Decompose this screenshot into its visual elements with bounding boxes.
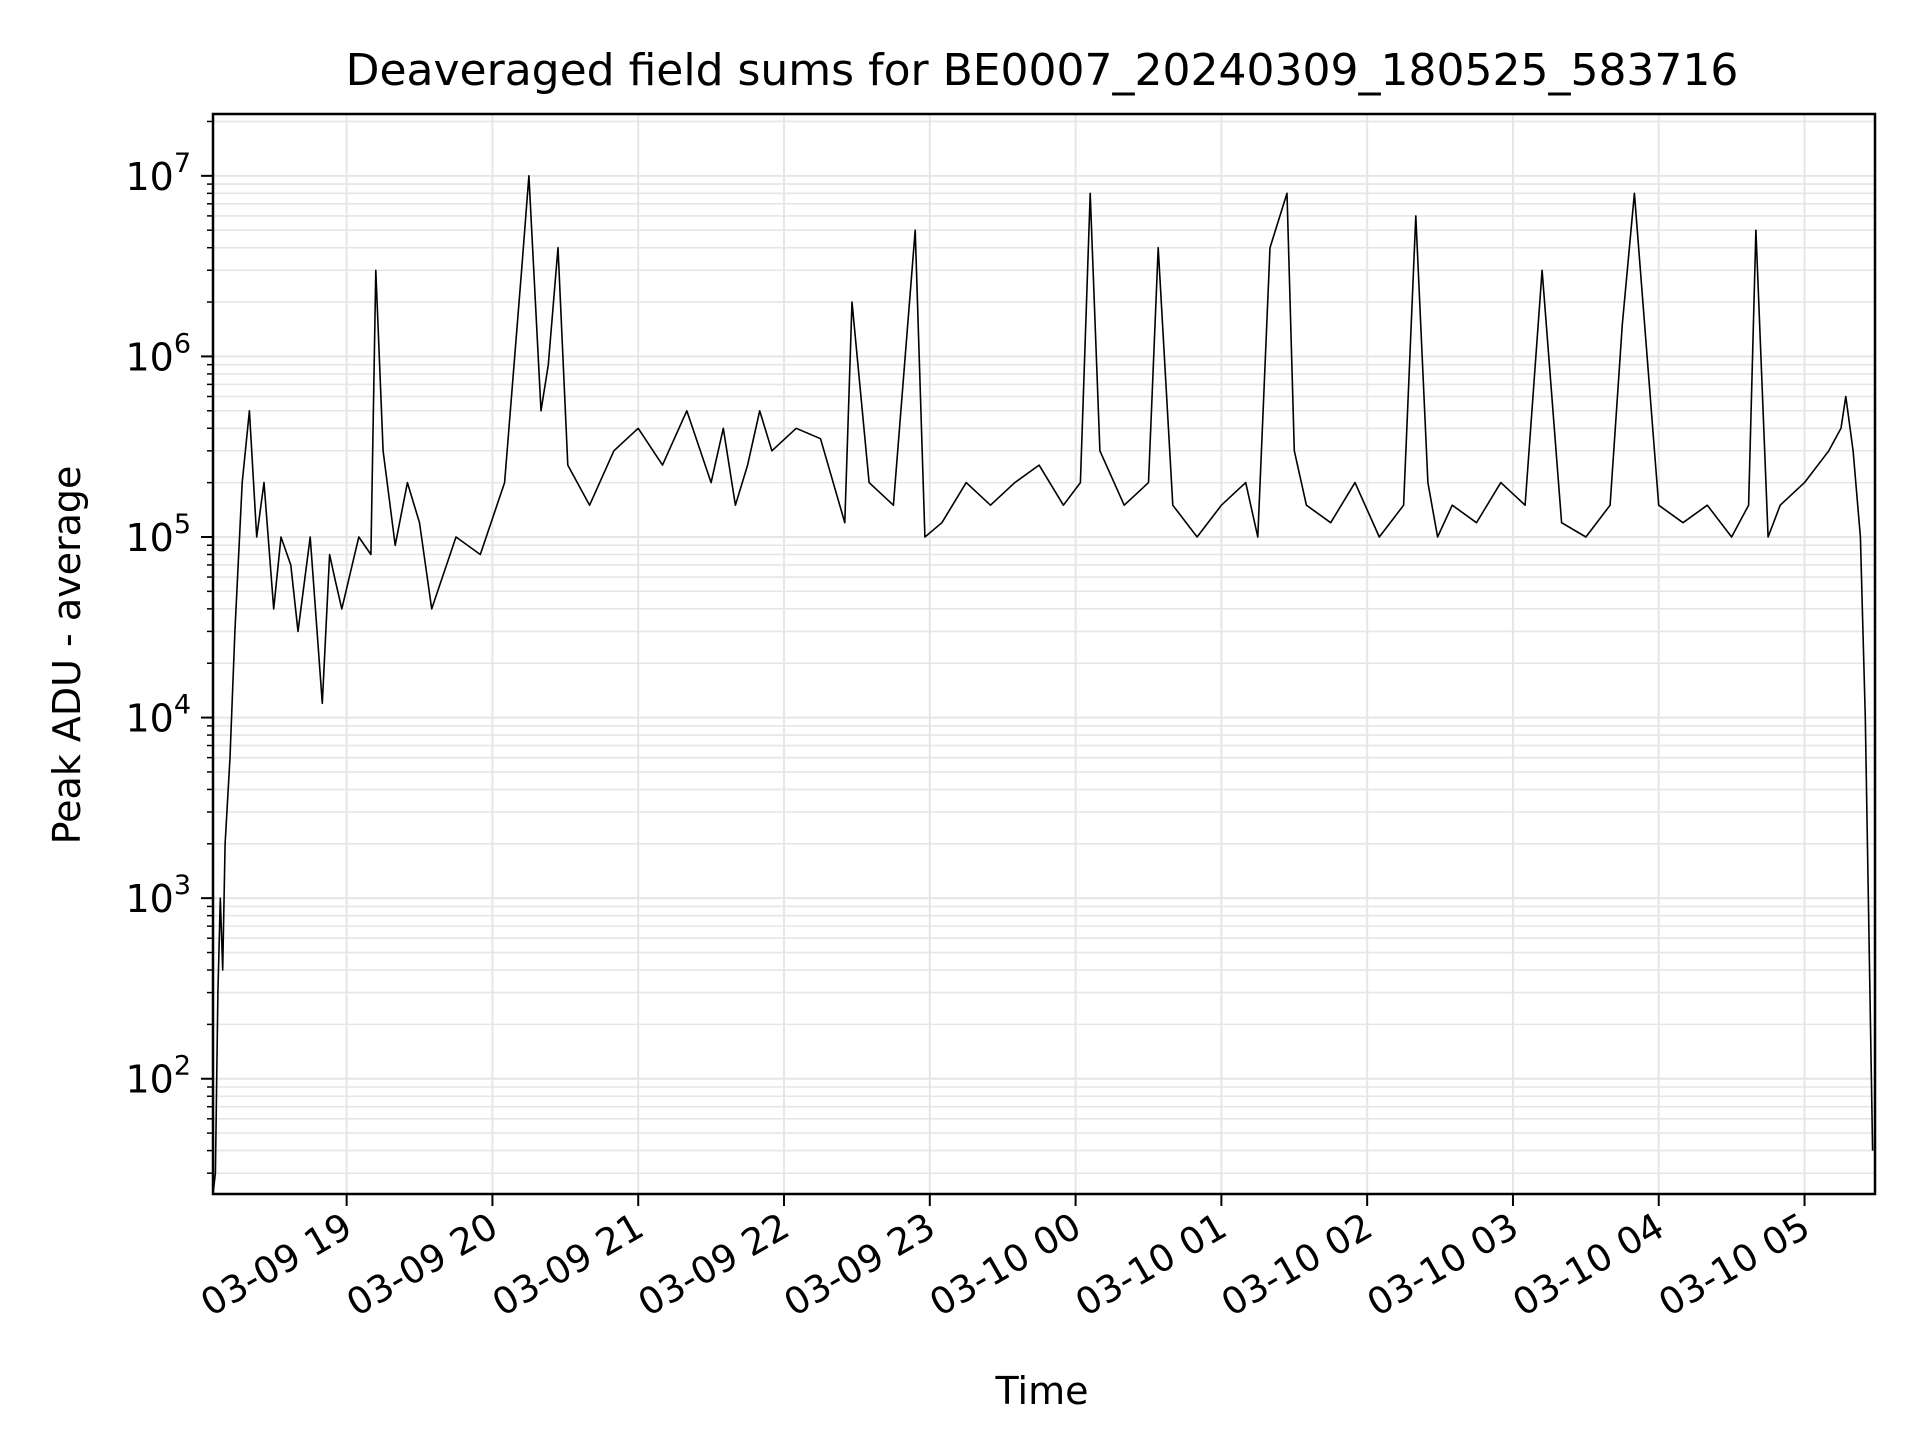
plot-frame — [211, 112, 1877, 1196]
chart-title: Deaveraged field sums for BE0007_2024030… — [346, 45, 1739, 96]
series-layer — [212, 175, 1874, 1195]
grid — [213, 114, 1875, 1194]
y-axis: 102 103 104 105 106 107 — [125, 120, 213, 1174]
y-tick-label: 106 — [125, 328, 191, 379]
series-line — [212, 175, 1874, 1195]
y-tick-label: 104 — [125, 690, 191, 741]
y-tick-label: 103 — [125, 870, 191, 921]
y-tick-label: 107 — [125, 148, 191, 199]
y-axis-label: Peak ADU - average — [45, 466, 89, 845]
y-tick-label: 102 — [125, 1051, 191, 1102]
y-tick-label: 105 — [125, 509, 191, 560]
x-axis-label: Time — [995, 1369, 1089, 1413]
